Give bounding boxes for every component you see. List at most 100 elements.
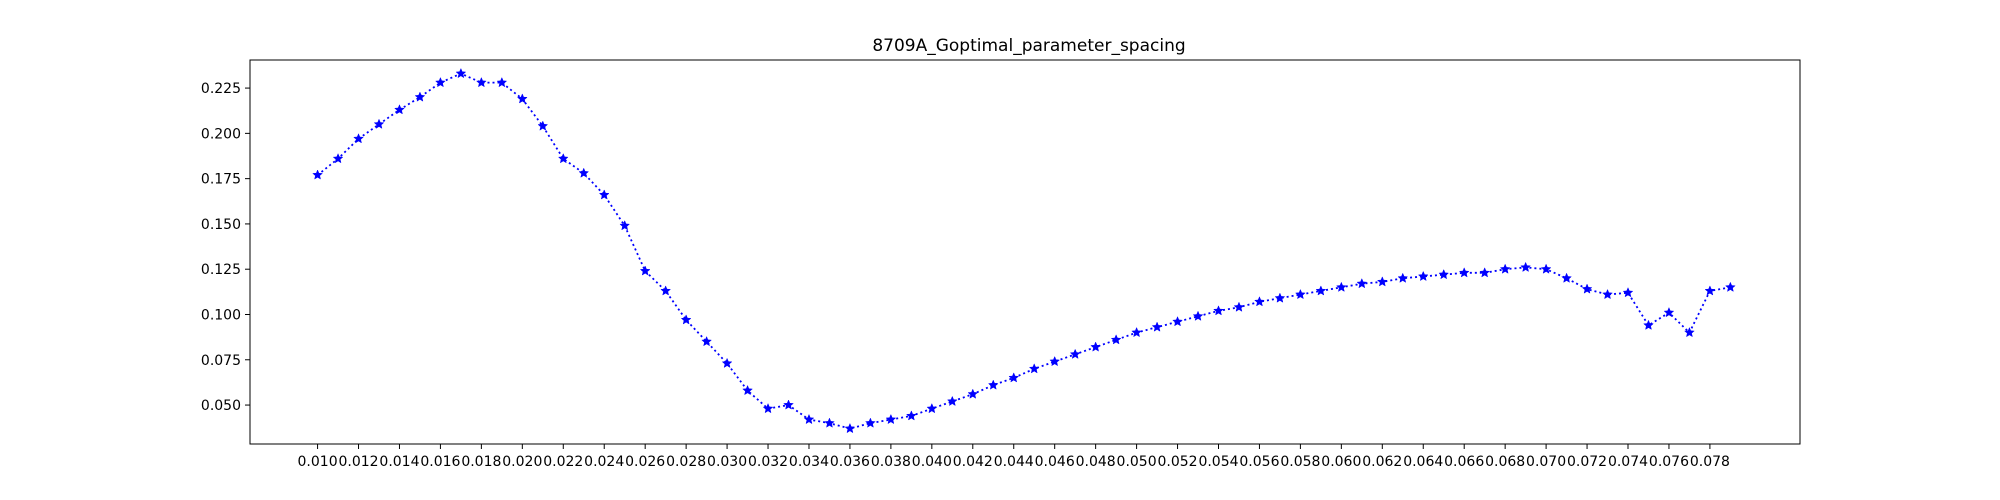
- data-point: [1520, 261, 1531, 272]
- y-tick-label: 0.050: [201, 398, 241, 414]
- data-point: [1540, 263, 1552, 274]
- data-point: [865, 417, 876, 428]
- data-point: [1069, 348, 1081, 359]
- data-point: [1581, 283, 1593, 294]
- data-point: [803, 413, 815, 425]
- x-tick-label: 0.012: [338, 454, 378, 470]
- data-point: [1049, 355, 1061, 367]
- x-tick-label: 0.016: [420, 454, 460, 470]
- x-tick-label: 0.044: [994, 454, 1034, 470]
- data-point: [373, 118, 385, 129]
- data-point: [1499, 263, 1511, 274]
- x-tick-label: 0.074: [1608, 454, 1648, 470]
- data-point: [905, 410, 917, 421]
- data-point: [537, 120, 549, 131]
- x-tick-label: 0.058: [1280, 454, 1320, 470]
- data-point: [435, 76, 446, 88]
- data-point: [1254, 296, 1265, 307]
- data-point: [1622, 287, 1634, 298]
- data-point: [1725, 281, 1736, 292]
- x-tick-label: 0.070: [1526, 454, 1566, 470]
- x-tick-label: 0.032: [748, 454, 788, 470]
- x-tick-label: 0.072: [1567, 454, 1607, 470]
- x-tick-label: 0.026: [625, 454, 665, 470]
- data-point: [353, 133, 364, 144]
- x-tick-label: 0.024: [584, 454, 624, 470]
- y-tick-label: 0.200: [201, 126, 241, 142]
- series-layer: [312, 67, 1736, 434]
- x-tick-label: 0.028: [666, 454, 706, 470]
- data-point: [1090, 341, 1102, 352]
- data-point: [578, 167, 590, 178]
- y-tick-label: 0.125: [201, 262, 241, 278]
- x-tick-label: 0.078: [1690, 454, 1730, 470]
- data-point: [1602, 288, 1613, 300]
- x-tick-label: 0.022: [543, 454, 583, 470]
- x-tick-label: 0.062: [1362, 454, 1402, 470]
- data-point: [1704, 285, 1716, 296]
- x-tick-label: 0.036: [830, 454, 870, 470]
- y-tick-label: 0.075: [201, 353, 241, 369]
- data-point: [1417, 270, 1429, 282]
- data-point: [885, 413, 897, 425]
- data-point: [639, 265, 651, 276]
- data-point: [619, 220, 631, 231]
- x-tick-label: 0.064: [1403, 454, 1443, 470]
- series-line: [317, 72, 1731, 430]
- x-tick-label: 0.042: [953, 454, 993, 470]
- data-point: [783, 399, 794, 410]
- x-tick-label: 0.040: [912, 454, 952, 470]
- data-point: [1315, 285, 1327, 296]
- data-point: [946, 395, 958, 407]
- data-point: [1131, 326, 1142, 338]
- data-point: [1274, 292, 1286, 303]
- x-axis: 0.010 0.012 0.014 0.016 0.018 0.020 0.022 0.024…: [298, 444, 1730, 470]
- x-tick-label: 0.066: [1444, 454, 1484, 470]
- data-point: [742, 384, 753, 396]
- data-point: [844, 422, 856, 434]
- x-tick-label: 0.018: [461, 454, 501, 470]
- data-point: [1008, 372, 1020, 383]
- data-point: [496, 76, 508, 88]
- data-point: [1110, 334, 1122, 345]
- data-point: [660, 285, 672, 296]
- x-tick-label: 0.038: [871, 454, 911, 470]
- data-point: [987, 379, 999, 390]
- data-point: [476, 76, 487, 88]
- y-tick-label: 0.225: [201, 81, 241, 97]
- data-point: [1335, 281, 1347, 292]
- data-point: [1684, 326, 1695, 338]
- data-point: [394, 104, 405, 115]
- data-point: [1458, 267, 1470, 278]
- data-point: [1561, 272, 1572, 283]
- y-tick-label: 0.150: [201, 217, 241, 233]
- x-tick-label: 0.010: [298, 454, 338, 470]
- x-tick-label: 0.030: [707, 454, 747, 470]
- data-point: [701, 336, 712, 347]
- x-tick-label: 0.054: [1198, 454, 1238, 470]
- data-point: [1295, 288, 1306, 300]
- data-point: [516, 93, 528, 104]
- data-point: [455, 67, 467, 79]
- y-tick-label: 0.100: [201, 307, 241, 323]
- x-tick-label: 0.050: [1117, 454, 1157, 470]
- data-point: [1376, 276, 1388, 287]
- x-tick-label: 0.046: [1035, 454, 1075, 470]
- data-point: [1233, 301, 1245, 312]
- data-point: [680, 314, 692, 325]
- data-point: [1151, 321, 1163, 332]
- data-point: [824, 417, 835, 428]
- data-point: [557, 153, 569, 164]
- data-point: [1438, 268, 1450, 280]
- data-point: [1663, 307, 1675, 318]
- data-point: [414, 91, 426, 102]
- x-tick-label: 0.048: [1076, 454, 1116, 470]
- x-tick-label: 0.020: [502, 454, 542, 470]
- data-point: [332, 153, 344, 164]
- data-point: [1192, 310, 1204, 321]
- x-tick-label: 0.052: [1157, 454, 1197, 470]
- data-point: [1643, 319, 1654, 330]
- data-point: [926, 403, 938, 414]
- data-point: [1397, 272, 1409, 283]
